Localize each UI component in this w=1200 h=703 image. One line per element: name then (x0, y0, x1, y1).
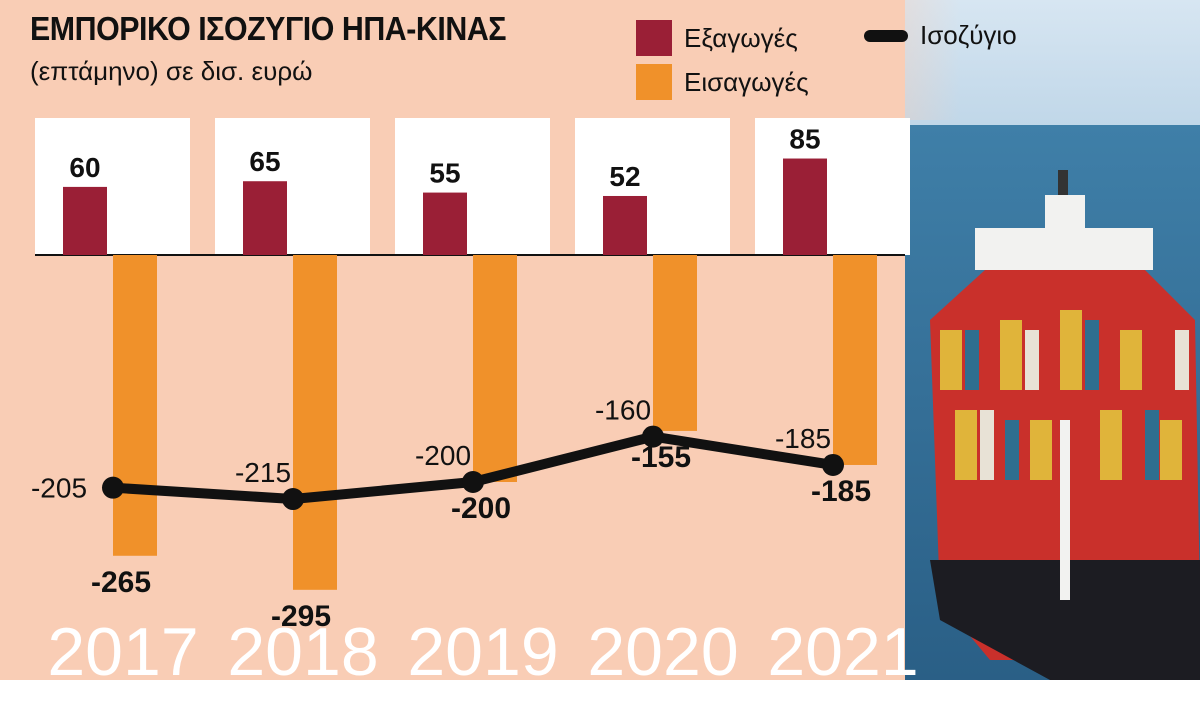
balance-swatch (864, 29, 908, 42)
column-panel (575, 118, 730, 255)
exports-bar (243, 181, 287, 255)
imports-value-label: -200 (451, 492, 511, 525)
imports-bar (833, 255, 877, 465)
imports-bar (293, 255, 337, 590)
balance-value-label: -160 (595, 395, 651, 426)
balance-point (102, 476, 124, 499)
chart-subtitle: (επτάμηνο) σε δισ. ευρώ (30, 56, 313, 86)
column-panel (35, 118, 190, 255)
balance-point (642, 425, 664, 448)
exports-value-label: 55 (429, 158, 460, 189)
year-label: 2017 (47, 614, 198, 680)
legend-item-imports: Εισαγωγές (636, 64, 809, 100)
column-panel (755, 118, 910, 255)
imports-value-label: -185 (811, 475, 871, 508)
balance-value-label: -215 (235, 457, 291, 488)
year-label: 2018 (227, 614, 378, 680)
legend-label-exports: Εξαγωγές (684, 22, 798, 53)
year-labels-layer: 2017 2018 2019 2020 2021 (47, 614, 918, 680)
chart-canvas: 60 -265 65 -295 55 -200 52 -155 85 -185 -205 -215 -2… (0, 0, 1200, 680)
balance-point (822, 453, 844, 476)
balance-value-label: -185 (775, 423, 831, 454)
imports-value-label: -265 (91, 566, 151, 599)
exports-value-label: 65 (249, 146, 280, 177)
imports-bar (473, 255, 517, 482)
imports-bar (113, 255, 157, 556)
imports-value-label: -155 (631, 441, 691, 474)
container-ship-photo (780, 0, 1200, 680)
column-panel (215, 118, 370, 255)
exports-bar (603, 195, 647, 255)
chart-figure: 60 -265 65 -295 55 -200 52 -155 85 -185 -205 -215 -2… (0, 0, 1200, 680)
exports-bar (63, 186, 107, 255)
balance-point (282, 488, 304, 511)
imports-swatch (636, 64, 672, 100)
data-labels-layer: 60 -265 65 -295 55 -200 52 -155 85 -185 -205 -215 -2… (31, 124, 871, 633)
chart-title: ΕΜΠΟΡΙΚΟ ΙΣΟΖΥΓΙΟ ΗΠΑ-ΚΙΝΑΣ (30, 10, 507, 47)
column-panels (35, 118, 910, 255)
exports-value-label: 60 (69, 152, 100, 183)
imports-bar (653, 255, 697, 431)
balance-value-label: -205 (31, 473, 87, 504)
legend-item-exports: Εξαγωγές (636, 20, 798, 56)
exports-bar (423, 192, 467, 255)
year-label: 2020 (587, 614, 738, 680)
exports-bar (783, 158, 827, 255)
column-panel (395, 118, 550, 255)
balance-line-layer (102, 425, 844, 511)
bars-layer (63, 158, 877, 590)
exports-value-label: 52 (609, 161, 640, 192)
legend-label-imports: Εισαγωγές (684, 66, 809, 97)
year-label: 2021 (767, 614, 918, 680)
balance-point (462, 471, 484, 493)
imports-value-label: -295 (271, 600, 331, 633)
balance-value-label: -200 (415, 440, 471, 471)
exports-value-label: 85 (789, 124, 820, 155)
legend-item-balance: Ισοζύγιο (864, 20, 1017, 51)
title-block: ΕΜΠΟΡΙΚΟ ΙΣΟΖΥΓΙΟ ΗΠΑ-ΚΙΝΑΣ (επτάμηνο) σ… (30, 10, 547, 87)
year-label: 2019 (407, 614, 558, 680)
legend-label-balance: Ισοζύγιο (920, 20, 1017, 50)
exports-swatch (636, 20, 672, 56)
